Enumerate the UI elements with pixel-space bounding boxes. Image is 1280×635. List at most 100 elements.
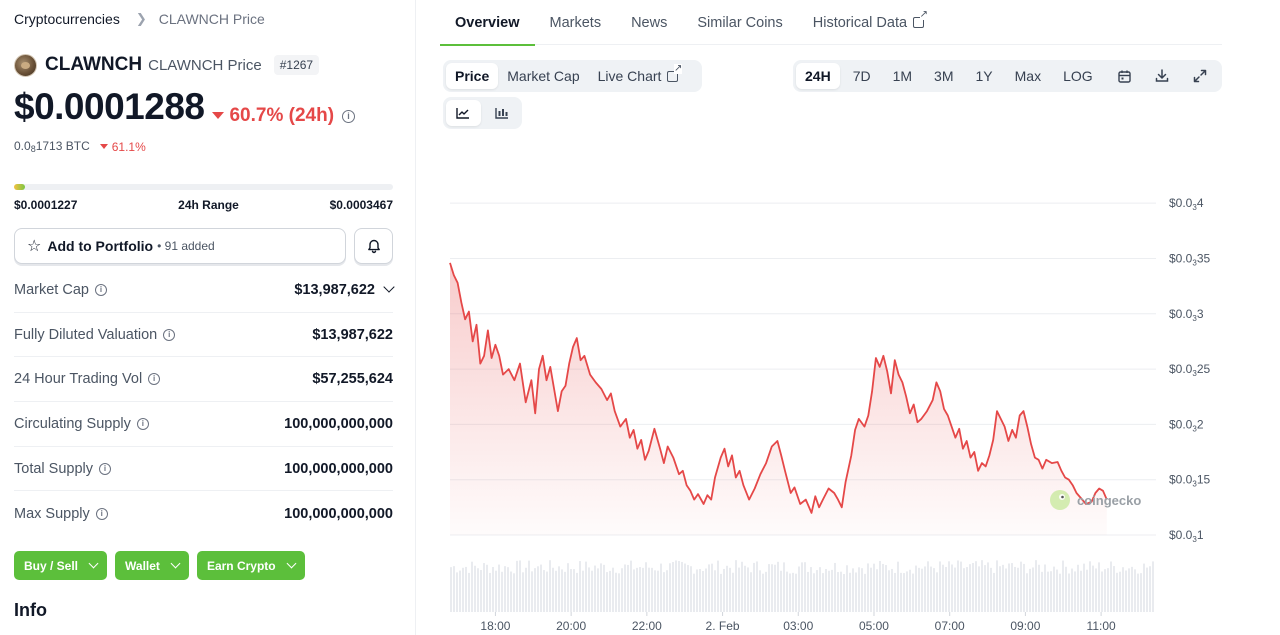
volume-bar <box>1041 571 1043 612</box>
volume-bar <box>465 566 467 612</box>
volume-bar <box>627 564 629 612</box>
volume-bar <box>1140 573 1142 612</box>
star-icon: ☆ <box>27 238 42 255</box>
caret-down-icon <box>212 112 225 119</box>
info-icon[interactable]: i <box>99 462 111 475</box>
tab-similar-coins[interactable]: Similar Coins <box>697 14 783 31</box>
volume-bar <box>567 563 569 612</box>
volume-bar <box>624 564 626 612</box>
y-tick-label: $0.033 <box>1169 307 1204 323</box>
range-7d[interactable]: 7D <box>852 68 871 84</box>
buy-sell-button[interactable]: Buy / Sell <box>14 551 108 580</box>
volume-bar <box>744 565 746 612</box>
range-1y[interactable]: 1Y <box>975 68 993 84</box>
volume-bar <box>990 567 992 612</box>
volume-bar <box>516 560 518 612</box>
volume-bar <box>765 571 767 612</box>
btc-change: 61.1% <box>99 140 146 154</box>
volume-bar <box>705 568 707 612</box>
range-max[interactable]: Max <box>1014 68 1042 84</box>
market-cap-toggle[interactable]: Market Cap <box>507 68 580 84</box>
volume-bar <box>552 567 554 612</box>
live-chart-button[interactable]: Live Chart <box>589 63 688 89</box>
volume-bar <box>606 572 608 612</box>
info-heading: Info <box>14 600 47 620</box>
volume-bar <box>918 567 920 612</box>
volume-bar <box>678 561 680 612</box>
stats-table: Market Cap i $13,987,622 Fully Diluted Va… <box>14 268 395 536</box>
tab-historical-data[interactable]: Historical Data <box>798 0 939 45</box>
volume-bar <box>927 561 929 612</box>
info-icon[interactable]: i <box>94 283 107 296</box>
volume-bar <box>687 565 689 612</box>
range-1m[interactable]: 1M <box>892 68 913 84</box>
chevron-down-icon[interactable] <box>383 281 395 294</box>
volume-bar <box>1023 563 1025 612</box>
stat-row-market-cap[interactable]: Market Cap i $13,987,622 <box>14 268 395 313</box>
wallet-button[interactable]: Wallet <box>115 551 189 580</box>
portfolio-label: Add to Portfolio <box>47 238 154 254</box>
volume-bar <box>843 573 845 612</box>
volume-bar <box>1014 566 1016 612</box>
earn-crypto-button[interactable]: Earn Crypto <box>196 551 305 580</box>
price-chart[interactable]: $0.034 $0.0335 $0.033 $0.0325 $0.032 $0.0315 $… <box>440 160 1222 635</box>
info-icon[interactable]: i <box>148 373 161 386</box>
volume-bar <box>660 563 662 612</box>
add-to-portfolio-button[interactable]: ☆ Add to Portfolio • 91 added <box>14 228 346 264</box>
price-alert-button[interactable] <box>354 228 393 264</box>
volume-bar <box>579 561 581 612</box>
volume-bar <box>1143 563 1145 612</box>
breadcrumb-cryptocurrencies[interactable]: Cryptocurrencies <box>14 11 120 27</box>
volume-bar <box>1002 564 1004 612</box>
volume-bar <box>981 560 983 612</box>
volume-bar <box>897 561 899 612</box>
info-icon[interactable]: i <box>342 110 356 123</box>
candlestick-chart-button[interactable] <box>485 100 520 126</box>
volume-bar <box>810 567 812 612</box>
volume-bar <box>585 561 587 612</box>
tab-overview[interactable]: Overview <box>440 0 535 46</box>
volume-bar <box>666 570 668 612</box>
tab-markets[interactable]: Markets <box>549 14 602 31</box>
price-toggle[interactable]: Price <box>446 63 499 89</box>
volume-bar <box>657 570 659 612</box>
info-icon[interactable]: i <box>136 417 149 430</box>
log-scale-toggle[interactable]: LOG <box>1063 68 1093 84</box>
info-icon[interactable]: i <box>163 328 176 341</box>
volume-bar <box>801 562 803 612</box>
chart-type-toggle <box>443 97 522 129</box>
x-tick-label: 2. Feb <box>706 619 740 633</box>
volume-bar <box>1056 569 1058 612</box>
line-chart-button[interactable] <box>446 100 481 126</box>
range-24h[interactable]: 24H <box>796 63 840 89</box>
svg-text:coingecko: coingecko <box>1077 493 1141 508</box>
download-button[interactable] <box>1143 63 1181 89</box>
volume-bar <box>834 562 836 612</box>
fullscreen-button[interactable] <box>1181 63 1219 89</box>
price-change-value: 60.7% (24h) <box>229 104 335 126</box>
volume-bar <box>1107 568 1109 612</box>
volume-bar <box>543 570 545 612</box>
range-low: $0.0001227 <box>14 198 78 212</box>
info-icon[interactable]: i <box>95 507 108 520</box>
stat-value: $57,255,624 <box>312 371 393 388</box>
volume-bar <box>1119 571 1121 612</box>
volume-bar <box>951 564 953 612</box>
tab-news[interactable]: News <box>631 14 668 31</box>
volume-bar <box>921 568 923 612</box>
y-tick-label: $0.034 <box>1169 196 1204 212</box>
volume-bar <box>1152 561 1154 612</box>
volume-bar <box>837 572 839 612</box>
volume-bar <box>642 567 644 612</box>
volume-bar <box>924 566 926 612</box>
volume-bar <box>645 562 647 612</box>
price-row: $0.0001288 60.7% (24h) i <box>14 86 356 128</box>
volume-bar <box>846 565 848 612</box>
volume-bar <box>600 563 602 612</box>
range-3m[interactable]: 3M <box>934 68 954 84</box>
volume-bar <box>1137 573 1139 612</box>
volume-bar <box>873 563 875 612</box>
volume-bar <box>750 572 752 612</box>
volume-bar <box>1008 563 1010 612</box>
calendar-button[interactable] <box>1106 63 1144 89</box>
